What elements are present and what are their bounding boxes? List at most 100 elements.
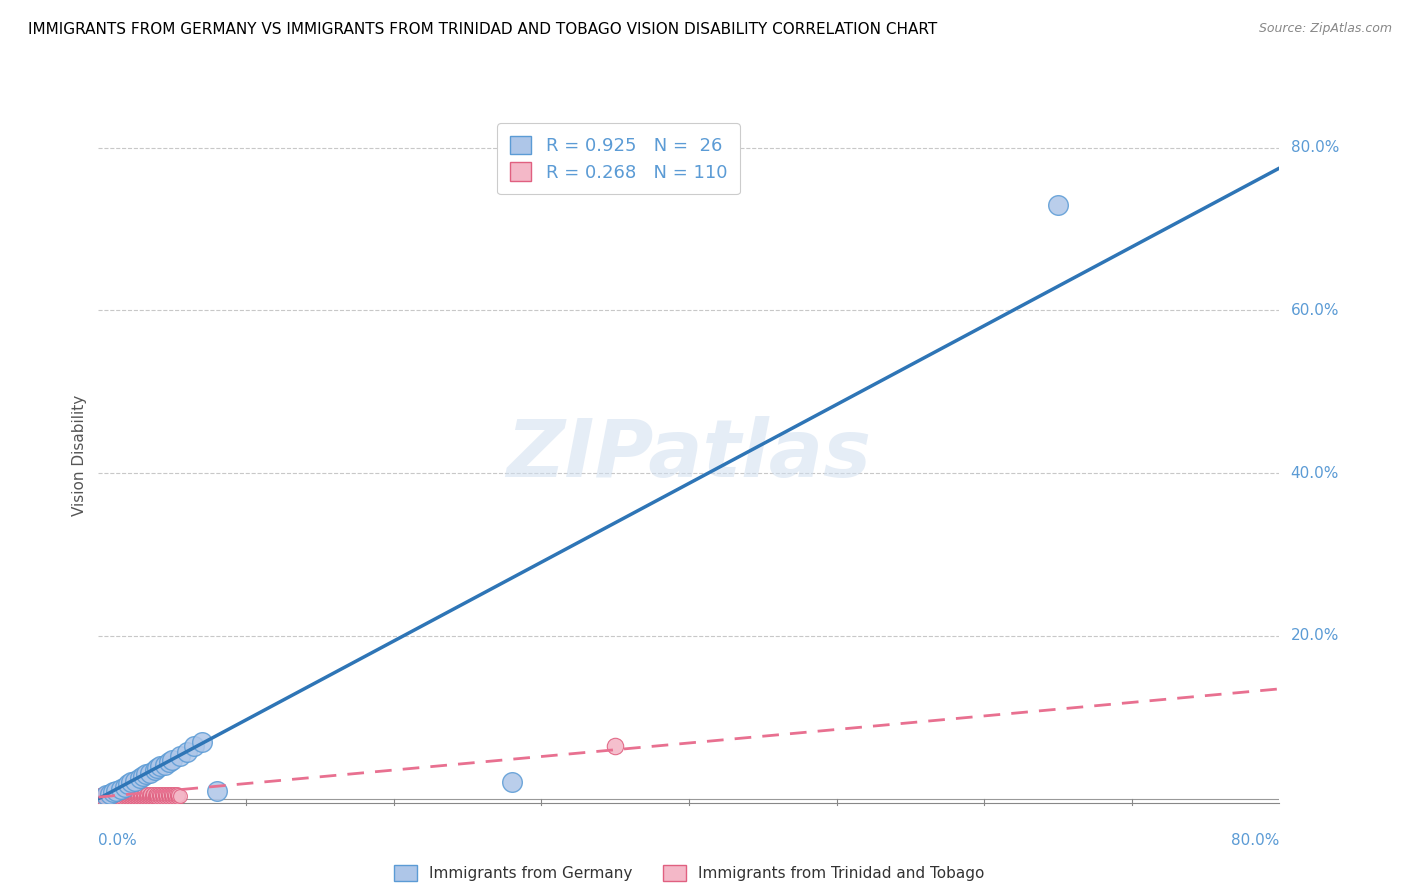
Point (155, 790, 177, 805)
Point (148, 787, 170, 801)
Point (124, 789, 146, 804)
Point (145, 789, 167, 804)
Point (152, 788, 174, 802)
Point (1046, 197, 1069, 211)
Point (114, 790, 136, 805)
Point (108, 790, 131, 805)
Point (100, 787, 122, 801)
Point (136, 789, 159, 804)
Point (112, 787, 135, 801)
Point (90, 788, 112, 802)
Point (118, 787, 141, 801)
Point (100, 789, 122, 804)
Point (94, 787, 117, 801)
Point (107, 789, 129, 804)
Point (94, 789, 117, 803)
Text: ZIPatlas: ZIPatlas (506, 416, 872, 494)
Text: 80.0%: 80.0% (1232, 833, 1279, 848)
Point (165, 788, 187, 802)
Text: 0.0%: 0.0% (98, 833, 138, 848)
Point (136, 787, 159, 801)
Point (153, 787, 176, 801)
Point (146, 790, 169, 805)
Point (117, 777, 139, 791)
Text: 20.0%: 20.0% (1291, 629, 1339, 643)
Point (110, 787, 132, 801)
Point (104, 787, 127, 801)
Point (115, 789, 138, 804)
Text: 40.0%: 40.0% (1291, 466, 1339, 481)
Point (162, 788, 183, 802)
Point (143, 790, 166, 805)
Point (205, 783, 228, 797)
Point (122, 788, 145, 802)
Point (108, 788, 131, 802)
Point (89, 789, 111, 803)
Point (96, 790, 118, 805)
Point (146, 761, 169, 775)
Point (97, 787, 120, 801)
Point (117, 788, 139, 802)
Point (191, 735, 214, 749)
Point (605, 739, 627, 753)
Point (138, 788, 160, 802)
Point (129, 787, 152, 801)
Point (98, 787, 121, 801)
Point (162, 790, 183, 805)
Point (141, 788, 163, 802)
Point (163, 787, 186, 801)
Point (156, 787, 179, 801)
Point (132, 790, 155, 805)
Point (132, 788, 155, 802)
Point (166, 789, 188, 804)
Point (149, 790, 172, 805)
Point (159, 787, 181, 801)
Point (145, 787, 167, 801)
Point (118, 789, 141, 804)
Point (94, 789, 117, 804)
Point (138, 790, 160, 805)
Point (91, 787, 114, 801)
Point (93, 788, 115, 802)
Point (152, 790, 174, 805)
Point (157, 788, 180, 802)
Point (97, 789, 120, 804)
Point (125, 788, 148, 802)
Y-axis label: Vision Disability: Vision Disability (72, 394, 87, 516)
Text: 60.0%: 60.0% (1291, 303, 1339, 318)
Legend: Immigrants from Germany, Immigrants from Trinidad and Tobago: Immigrants from Germany, Immigrants from… (388, 859, 990, 888)
Point (114, 780, 136, 794)
Point (105, 790, 128, 805)
Point (110, 789, 132, 804)
Point (96, 788, 118, 802)
Point (501, 775, 523, 789)
Point (110, 781, 132, 796)
Point (149, 788, 172, 802)
Point (155, 788, 177, 802)
Point (128, 788, 150, 802)
Point (127, 787, 149, 801)
Point (143, 764, 166, 778)
Point (169, 789, 191, 804)
Point (149, 759, 172, 773)
Point (128, 772, 150, 786)
Point (90, 790, 112, 805)
Point (120, 788, 142, 802)
Point (112, 789, 135, 804)
Point (150, 787, 173, 801)
Point (166, 787, 188, 801)
Point (157, 790, 180, 805)
Point (142, 787, 165, 801)
Point (141, 790, 163, 805)
Point (156, 789, 179, 804)
Point (165, 790, 187, 805)
Point (132, 769, 155, 783)
Point (115, 787, 138, 801)
Point (142, 789, 165, 804)
Point (143, 788, 166, 802)
Point (103, 790, 125, 805)
Point (167, 790, 190, 805)
Point (159, 789, 181, 804)
Point (93, 790, 115, 805)
Point (139, 765, 162, 780)
